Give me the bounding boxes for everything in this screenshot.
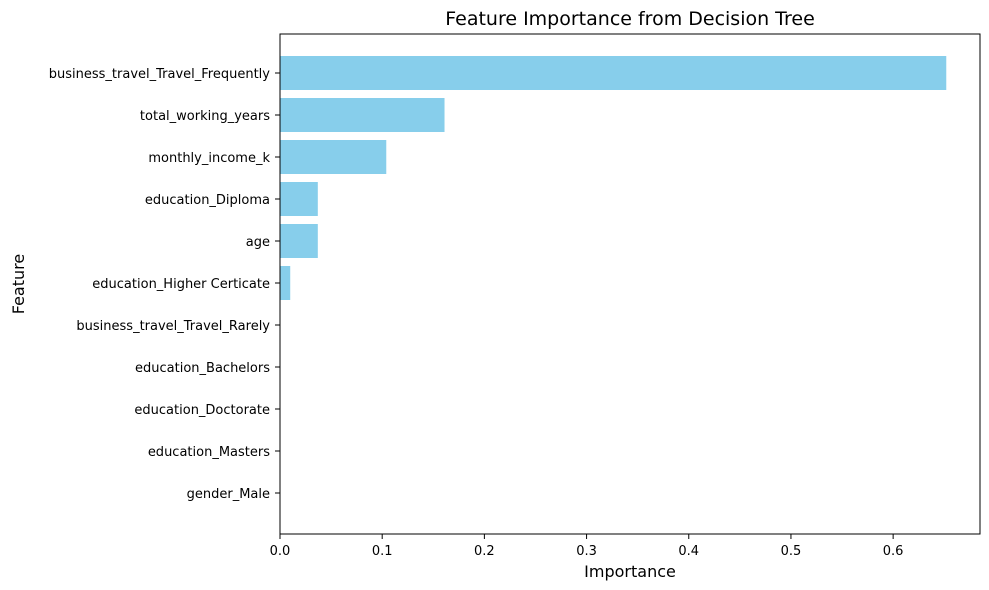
x-tick-label: 0.2	[474, 544, 495, 559]
bars-layer	[280, 56, 947, 300]
y-tick-label: education_Higher Certicate	[92, 277, 270, 292]
y-axis-title: Feature	[9, 254, 28, 314]
y-tick-label: business_travel_Travel_Rarely	[76, 319, 270, 334]
bar-monthly-income-k	[280, 140, 387, 174]
y-tick-label: gender_Male	[187, 487, 270, 502]
y-tick-label: monthly_income_k	[148, 151, 270, 166]
y-tick-label: education_Masters	[148, 445, 270, 460]
bar-education-higher-certicate	[280, 266, 291, 300]
x-tick-label: 0.5	[781, 544, 802, 559]
x-ticks-layer: 0.0 0.1 0.2 0.3 0.4 0.5 0.6	[270, 534, 904, 559]
x-tick-label: 0.3	[576, 544, 597, 559]
chart-title: Feature Importance from Decision Tree	[445, 8, 815, 30]
y-tick-label: education_Diploma	[145, 193, 270, 208]
plot-frame	[279, 33, 981, 535]
bar-age	[280, 224, 318, 258]
y-tick-label: business_travel_Travel_Frequently	[49, 67, 271, 82]
x-tick-label: 0.4	[678, 544, 699, 559]
x-tick-label: 0.0	[270, 544, 291, 559]
x-axis-title: Importance	[584, 562, 676, 581]
y-tick-label: education_Doctorate	[134, 403, 270, 418]
y-tick-label: total_working_years	[140, 109, 270, 124]
x-tick-label: 0.6	[883, 544, 904, 559]
y-tick-label: education_Bachelors	[135, 361, 270, 376]
y-tick-label: age	[246, 235, 270, 250]
y-ticks-layer: business_travel_Travel_Frequently total_w…	[49, 67, 280, 502]
bar-business-travel-travel-frequently	[280, 56, 947, 90]
x-tick-label: 0.1	[372, 544, 393, 559]
bar-education-diploma	[280, 182, 318, 216]
bar-total-working-years	[280, 98, 445, 132]
